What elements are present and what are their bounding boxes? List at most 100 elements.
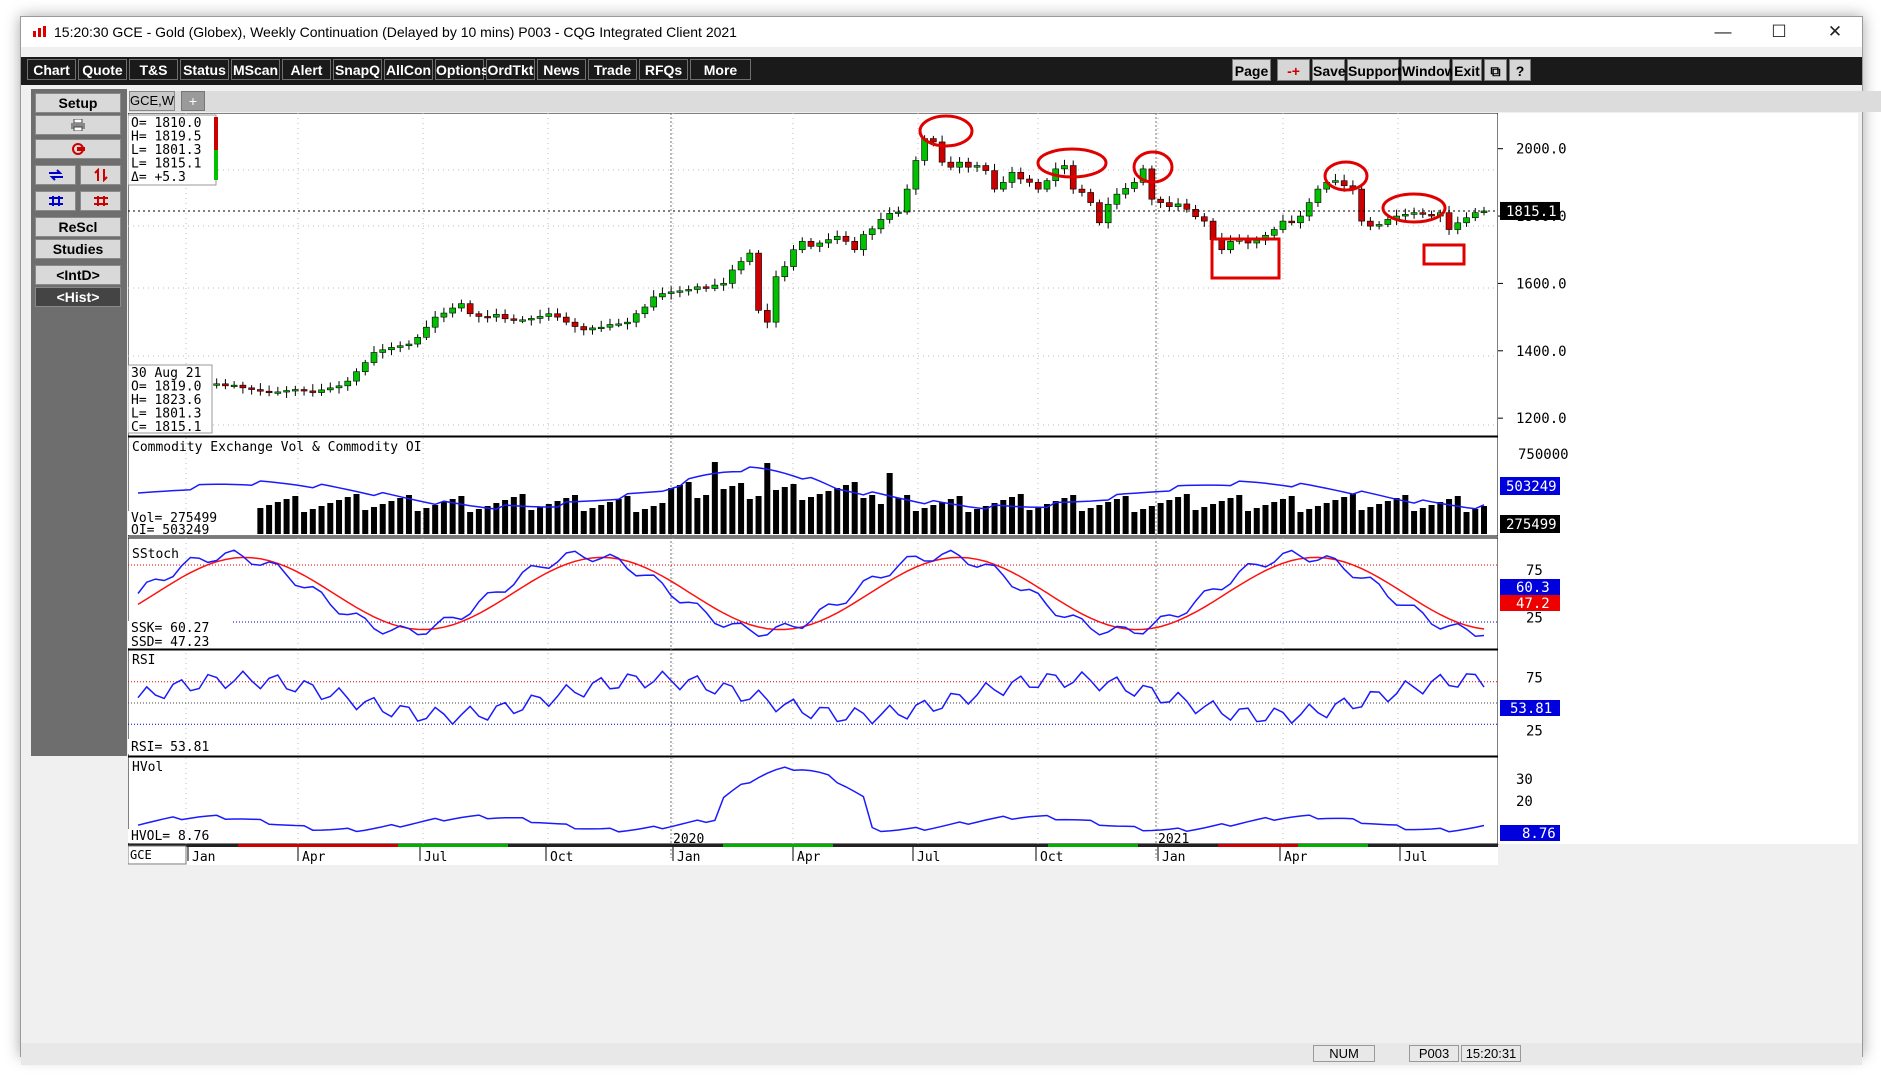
candle-body — [851, 241, 859, 251]
candle-body — [1332, 180, 1339, 183]
volume-bar — [292, 496, 299, 534]
volume-bar — [1140, 509, 1147, 534]
toolbar-chart-button[interactable]: Chart — [27, 59, 76, 80]
candle-body — [694, 286, 701, 290]
toolbar-rfqs-button[interactable]: RFQs — [639, 59, 688, 80]
hvol-panel-title: HVol — [132, 760, 163, 775]
candle-body — [309, 390, 317, 393]
candle-body — [790, 249, 797, 267]
candle-body — [379, 349, 387, 353]
volume-bar — [1245, 511, 1252, 534]
rsi-readout-bg — [128, 739, 232, 754]
rescale-button[interactable]: ReScl — [35, 217, 121, 237]
volume-bar — [904, 495, 911, 534]
compress-horizontal-button[interactable] — [35, 191, 76, 211]
toolbar-zoom-button[interactable]: -+ — [1277, 59, 1310, 81]
toolbar-page-button[interactable]: Page — [1232, 59, 1271, 81]
intraday-button[interactable]: <IntD> — [35, 265, 121, 285]
candle-body — [930, 138, 937, 143]
volume-bar — [1332, 500, 1339, 534]
maximize-button[interactable]: ☐ — [1771, 22, 1787, 41]
volume-readout-bg — [128, 511, 236, 535]
volume-bar — [589, 508, 596, 534]
volume-bar — [1454, 496, 1461, 534]
month-label: Jan — [677, 850, 700, 865]
studies-button[interactable]: Studies — [35, 239, 121, 259]
scroll-vertical-button[interactable] — [80, 165, 121, 185]
cursor-box-line: H= 1823.6 — [131, 393, 201, 408]
toolbar-status-button[interactable]: Status — [180, 59, 229, 80]
candle-body — [877, 219, 885, 230]
header-box-line: O= 1810.0 — [131, 116, 201, 131]
toolbar-quote-button[interactable]: Quote — [78, 59, 127, 80]
print-button[interactable] — [35, 115, 121, 135]
toolbar-ts-button[interactable]: T&S — [129, 59, 178, 80]
historical-button[interactable]: <Hist> — [35, 287, 121, 307]
toolbar-news-button[interactable]: News — [537, 59, 586, 80]
volume-bar — [1052, 501, 1059, 534]
symbol-input[interactable]: GCE — [130, 848, 152, 862]
volume-bar — [336, 500, 343, 534]
close-button[interactable]: ✕ — [1827, 22, 1843, 41]
setup-button[interactable]: Setup — [35, 93, 121, 113]
volume-bar — [405, 495, 412, 534]
volume-bar — [624, 496, 631, 534]
app-window: 15:20:30 GCE - Gold (Globex), Weekly Con… — [20, 16, 1881, 1065]
add-tab-button[interactable]: + — [181, 91, 205, 111]
month-label: Jan — [192, 850, 215, 865]
toolbar-allcon-button[interactable]: AllCon — [384, 59, 433, 80]
volume-bar — [1070, 495, 1077, 534]
toolbar-ordtkt-button[interactable]: OrdTkt — [486, 59, 535, 80]
cursor-box-line: O= 1819.0 — [131, 380, 201, 395]
toolbar-window-button[interactable]: Window — [1401, 59, 1456, 81]
volume-bar — [834, 488, 841, 534]
toolbar-exit-button[interactable]: Exit — [1452, 59, 1482, 81]
volume-bar — [1411, 511, 1418, 534]
candle-body — [1384, 219, 1392, 225]
compress-vertical-button[interactable] — [80, 191, 121, 211]
toolbar-detach-button[interactable]: ⧉ — [1484, 59, 1507, 81]
toolbar-snapq-button[interactable]: SnapQ — [333, 59, 382, 80]
candle-body — [597, 326, 605, 330]
toolbar-help-button[interactable]: ? — [1509, 59, 1531, 81]
chart-tab-gce-w[interactable]: GCE,W — [129, 91, 175, 111]
volume-bar — [484, 506, 491, 534]
volume-bar — [790, 484, 797, 534]
volume-bar — [1009, 497, 1016, 534]
volume-bar — [1367, 507, 1374, 534]
volume-bar — [327, 503, 334, 534]
stoch-readout-bg — [128, 621, 232, 648]
link-button[interactable] — [35, 139, 121, 159]
toolbar-save-button[interactable]: Save — [1312, 59, 1346, 81]
candle-body — [1445, 212, 1453, 230]
toolbar-support-button[interactable]: Support — [1347, 59, 1402, 81]
minimize-button[interactable]: — — [1714, 22, 1732, 41]
volume-bar — [1218, 501, 1225, 534]
rsi-axis-25: 25 — [1526, 724, 1543, 740]
volume-bar — [921, 508, 928, 534]
volume-bar — [528, 510, 535, 534]
swap-vertical-icon — [93, 167, 108, 183]
toolbar-mscan-button[interactable]: MScan — [231, 59, 280, 80]
candle-body — [1104, 203, 1112, 224]
stoch-panel-title: SStoch — [132, 547, 179, 562]
toolbar-trade-button[interactable]: Trade — [588, 59, 637, 80]
candle-body — [292, 389, 299, 392]
toolbar-more-button[interactable]: More — [690, 59, 751, 80]
candle-body — [1367, 220, 1374, 227]
volume-bar — [1096, 505, 1103, 534]
volume-bar — [720, 489, 727, 534]
volume-bar — [1428, 505, 1435, 534]
volume-bar — [545, 504, 552, 534]
price-axis-label: 2000.0 — [1516, 142, 1567, 158]
scroll-left-button[interactable] — [35, 165, 76, 185]
toolbar-options-button[interactable]: Options — [435, 59, 489, 80]
candle-body — [1402, 214, 1409, 217]
toolbar-alert-button[interactable]: Alert — [282, 59, 331, 80]
time-axis-band-segment — [1218, 844, 1298, 847]
candle-body — [396, 345, 404, 348]
month-label: Jul — [1404, 850, 1427, 865]
volume-bar — [1419, 508, 1426, 534]
compress-vertical-icon — [93, 196, 108, 206]
